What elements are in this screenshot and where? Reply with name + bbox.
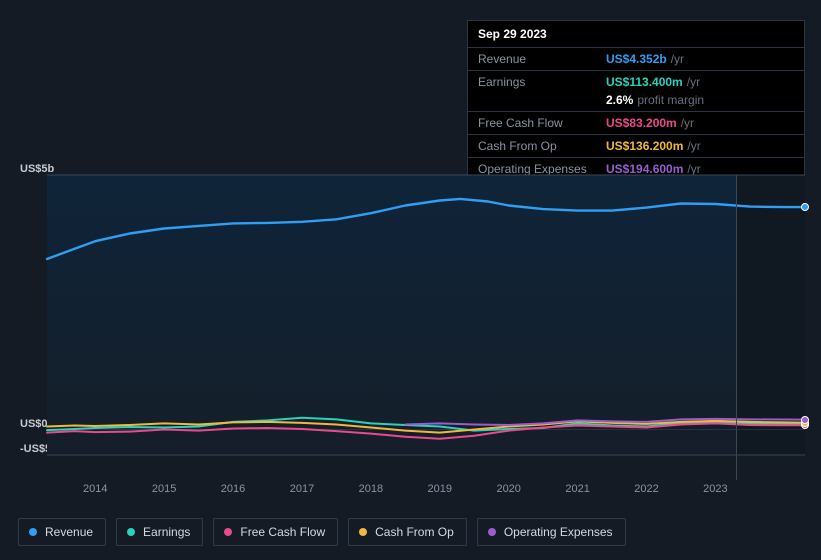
- x-axis-tick-label: 2015: [152, 483, 176, 495]
- legend-label: Revenue: [45, 525, 93, 539]
- legend-label: Free Cash Flow: [240, 525, 325, 539]
- legend-item[interactable]: Cash From Op: [348, 518, 467, 546]
- legend-item[interactable]: Earnings: [116, 518, 203, 546]
- x-axis-tick-label: 2017: [290, 483, 314, 495]
- legend-item[interactable]: Operating Expenses: [477, 518, 626, 546]
- series-end-dot: [801, 203, 809, 211]
- x-axis-tick-label: 2019: [428, 483, 452, 495]
- legend-label: Earnings: [143, 525, 190, 539]
- legend-label: Operating Expenses: [504, 525, 613, 539]
- x-axis-tick-label: 2020: [496, 483, 520, 495]
- x-axis-tick-label: 2018: [359, 483, 383, 495]
- chart-legend: Revenue Earnings Free Cash Flow Cash From O…: [18, 518, 626, 546]
- hover-vertical-line: [736, 175, 737, 480]
- legend-item[interactable]: Free Cash Flow: [213, 518, 338, 546]
- legend-item[interactable]: Revenue: [18, 518, 106, 546]
- x-axis-tick-label: 2014: [83, 483, 107, 495]
- x-axis-tick-label: 2022: [634, 483, 658, 495]
- financials-line-chart: [0, 0, 821, 560]
- series-end-dot: [801, 416, 809, 424]
- x-axis-tick-label: 2023: [703, 483, 727, 495]
- x-axis-tick-label: 2016: [221, 483, 245, 495]
- legend-label: Cash From Op: [375, 525, 454, 539]
- x-axis-tick-label: 2021: [565, 483, 589, 495]
